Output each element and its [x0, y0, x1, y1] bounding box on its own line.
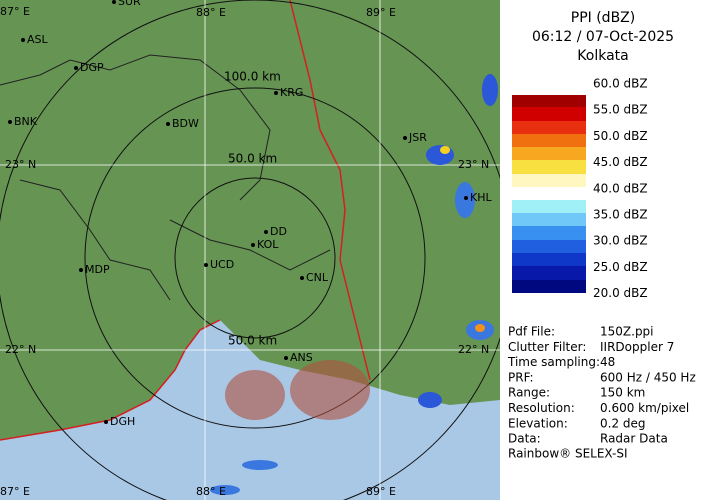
- city-label: MDP: [85, 263, 110, 276]
- city-label: CNL: [306, 271, 329, 284]
- info-value: Radar Data: [600, 432, 668, 446]
- legend-label: 25.0 dBZ: [593, 260, 648, 274]
- range-rings: [0, 0, 500, 500]
- info-value: 0.2 deg: [600, 416, 646, 430]
- district-borders: [0, 54, 331, 301]
- legend-label: 50.0 dBZ: [593, 129, 648, 143]
- echoes: [210, 74, 498, 495]
- legend-label: 30.0 dBZ: [593, 234, 648, 248]
- city-dot: [403, 136, 407, 140]
- grid-label: 23° N: [458, 158, 489, 171]
- grid-label: 87° E: [0, 485, 30, 498]
- info-value: 600 Hz / 450 Hz: [600, 370, 696, 384]
- city-label: DGH: [110, 415, 135, 428]
- city-label: ASL: [27, 33, 49, 46]
- info-value: 150Z.ppi: [600, 325, 654, 339]
- city-dot: [166, 122, 170, 126]
- city-dot: [264, 230, 268, 234]
- info-label: Data:: [508, 432, 541, 446]
- city-dot: [300, 276, 304, 280]
- info-label: PRF:: [508, 370, 534, 384]
- city-label: JSR: [408, 131, 427, 144]
- city-dot: [284, 356, 288, 360]
- city-dot: [21, 38, 25, 42]
- footer: Rainbow® SELEX-SI: [508, 447, 628, 461]
- info-label: Resolution:: [508, 401, 575, 415]
- city-dot: [204, 263, 208, 267]
- city-label: DGP: [80, 61, 104, 74]
- info-value: IIRDoppler 7: [600, 340, 674, 354]
- city-dot: [74, 66, 78, 70]
- city-label: UCD: [210, 258, 234, 271]
- grid-label: 89° E: [366, 485, 396, 498]
- grid-label: 88° E: [196, 485, 226, 498]
- info-label: Elevation:: [508, 416, 568, 430]
- city-label: ANS: [290, 351, 313, 364]
- header-text: PPI (dBZ): [571, 10, 635, 26]
- city-dot: [251, 243, 255, 247]
- border: [289, 0, 371, 381]
- header-text: 06:12 / 07-Oct-2025: [532, 29, 674, 45]
- grid-label: 22° N: [458, 343, 489, 356]
- grid-label: 89° E: [366, 6, 396, 19]
- grid-label: 87° E: [0, 5, 30, 18]
- info-value: 150 km: [600, 386, 645, 400]
- city-label: KRG: [280, 86, 303, 99]
- legend-label: 45.0 dBZ: [593, 155, 648, 169]
- legend-label: 60.0 dBZ: [593, 77, 648, 91]
- city-label: KHL: [470, 191, 492, 204]
- legend-label: 40.0 dBZ: [593, 181, 648, 195]
- city-dot: [464, 196, 468, 200]
- city-label: KOL: [257, 238, 279, 251]
- info-value: 0.600 km/pixel: [600, 401, 689, 415]
- color-bar: [512, 95, 586, 293]
- coastline: [0, 319, 221, 441]
- graticule: [0, 0, 500, 500]
- city-label: DD: [270, 225, 287, 238]
- range-label: 50.0 km: [228, 152, 277, 166]
- legend-label: 55.0 dBZ: [593, 103, 648, 117]
- header-text: Kolkata: [577, 48, 628, 64]
- city-dot: [104, 420, 108, 424]
- city-dot: [8, 120, 12, 124]
- info-label: Pdf File:: [508, 325, 555, 339]
- map: [0, 0, 500, 500]
- city-dot: [274, 91, 278, 95]
- grid-label: 22° N: [5, 343, 36, 356]
- range-label: 50.0 km: [228, 334, 277, 348]
- grid-label: 23° N: [5, 158, 36, 171]
- legend-label: 35.0 dBZ: [593, 208, 648, 222]
- legend-label: 20.0 dBZ: [593, 286, 648, 300]
- range-label: 100.0 km: [224, 70, 281, 84]
- city-label: BNK: [14, 115, 38, 128]
- city-label: BDW: [172, 117, 199, 130]
- city-dot: [79, 268, 83, 272]
- info-label: Range:: [508, 386, 550, 400]
- city-dot: [112, 0, 116, 4]
- info-label: Clutter Filter:: [508, 340, 586, 354]
- city-label: SUR: [118, 0, 141, 8]
- grid-label: 88° E: [196, 6, 226, 19]
- info-label: Time sampling:48: [507, 355, 615, 369]
